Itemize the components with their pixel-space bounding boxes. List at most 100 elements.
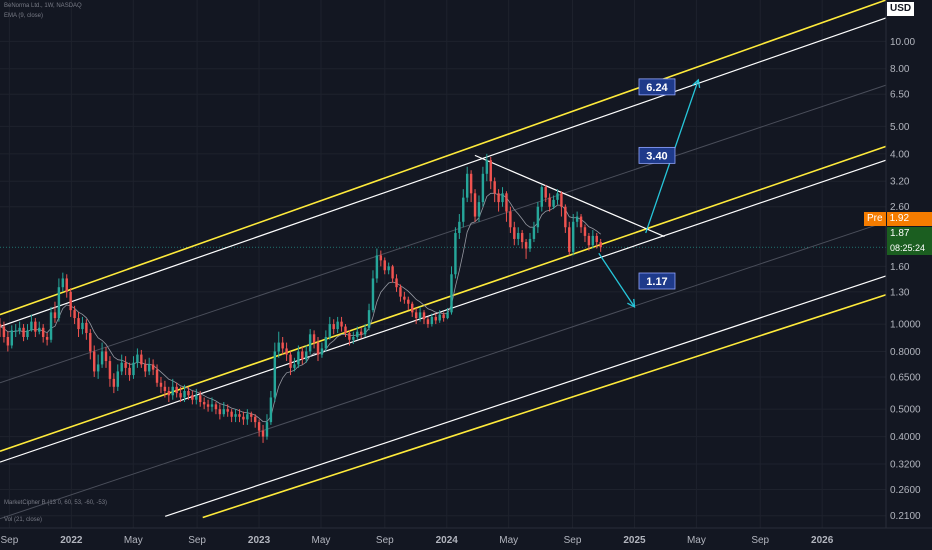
candle-body <box>587 235 591 246</box>
candle-body <box>418 312 422 319</box>
candle-body <box>520 232 524 243</box>
price-tick-label: 0.6500 <box>890 372 921 383</box>
candle-body <box>93 351 96 372</box>
candle-body <box>167 390 171 396</box>
candle-body <box>575 216 579 222</box>
candle-body <box>524 242 528 249</box>
price-tick-label: 0.5000 <box>890 405 921 416</box>
candle-body <box>41 327 45 338</box>
candle-body <box>69 291 72 311</box>
candle-body <box>301 351 304 360</box>
annotations[interactable]: 6.24 3.40 1.17 <box>638 78 676 290</box>
pre-market-badge: Pre 1.92 <box>864 212 932 226</box>
currency-label[interactable]: USD <box>887 2 915 16</box>
indicator-market-cipher-label[interactable]: MarketCipher B (13 0, 60, 53, -60, -53) <box>4 500 108 506</box>
candle-body <box>552 199 555 207</box>
candle-body <box>324 337 328 349</box>
candle-body <box>473 193 477 217</box>
candle-body <box>96 364 100 372</box>
ema-line <box>0 192 601 423</box>
indicator-vol-label[interactable]: Vol (21, close) <box>4 517 43 523</box>
price-axis[interactable]: 10.00 8.00 6.50 5.00 4.00 3.20 2.60 1.60 1.30 1.0… <box>885 0 932 550</box>
projection-arrowhead <box>691 78 701 88</box>
price-tick-label: 2.60 <box>890 202 910 213</box>
pre-value: 1.92 <box>885 212 932 226</box>
time-tick-label: 2025 <box>623 535 646 546</box>
candle-body <box>391 266 394 279</box>
candle-body <box>261 430 265 437</box>
candle-body <box>403 296 406 300</box>
candle-body <box>0 324 2 327</box>
time-tick-label: 2022 <box>60 535 83 546</box>
candle-body <box>57 287 61 319</box>
channel-lines[interactable] <box>0 0 887 520</box>
price-tick-label: 0.4000 <box>890 432 921 443</box>
candle-body <box>454 232 457 275</box>
candle-body <box>73 310 76 319</box>
projection-arrow-line <box>598 252 636 308</box>
candle-body <box>265 422 269 437</box>
candle-body <box>560 193 563 207</box>
candle-body <box>505 193 508 212</box>
candle-body <box>536 206 540 228</box>
candle-body <box>100 351 104 365</box>
candle-body <box>246 414 249 420</box>
candle-body <box>136 354 139 363</box>
channel-gray-line <box>0 84 887 384</box>
candle-body <box>426 319 430 325</box>
candle-body <box>359 331 363 335</box>
candle-body <box>222 409 225 415</box>
channel-white-line <box>164 275 887 517</box>
candle-body <box>195 395 198 400</box>
candle-body <box>540 187 544 207</box>
candle-body <box>548 197 551 207</box>
candle-body <box>434 316 438 321</box>
price-tick-label: 1.30 <box>890 287 910 298</box>
candle-body <box>45 337 49 340</box>
price-tick-label: 10.00 <box>890 37 915 48</box>
candle-body <box>375 255 379 279</box>
candle-body <box>214 404 218 410</box>
candle-body <box>65 278 68 292</box>
time-axis[interactable]: Sep 2022 May Sep 2023 May Sep 2024 May Sep 2025 May… <box>0 527 932 550</box>
time-tick-label: May <box>124 535 143 546</box>
candle-body <box>579 216 583 228</box>
candle-body <box>363 327 367 335</box>
candle-body <box>85 322 88 333</box>
downtrend-line <box>474 154 665 238</box>
candle-body <box>407 299 410 304</box>
channel-white-line <box>0 17 887 328</box>
candle-body <box>599 242 602 248</box>
price-tick-label: 0.2100 <box>890 511 921 522</box>
channel-gray-line <box>0 221 887 520</box>
indicator-ema-label[interactable]: EMA (9, close) <box>4 13 44 19</box>
candle-body <box>308 334 312 352</box>
candle-body <box>30 321 33 331</box>
candle-body <box>481 173 485 203</box>
candle-body <box>556 193 559 200</box>
candle-body <box>163 386 167 391</box>
candle-body <box>206 404 210 407</box>
candle-body <box>81 322 84 330</box>
candle-body <box>281 342 284 349</box>
candles[interactable] <box>0 153 602 443</box>
candle-body <box>446 312 449 319</box>
grid <box>0 0 886 528</box>
candle-body <box>226 409 229 412</box>
price-tick-label: 3.20 <box>890 177 910 188</box>
candle-body <box>242 416 245 420</box>
candle-body <box>18 327 21 331</box>
channel-yellow-line <box>0 0 887 316</box>
candle-body <box>183 390 186 398</box>
price-tick-label: 8.00 <box>890 64 910 75</box>
candle-body <box>422 312 426 320</box>
candle-body <box>199 395 202 403</box>
candle-body <box>399 287 402 297</box>
countdown: 08:25:24 <box>890 243 926 253</box>
candle-body <box>564 206 567 228</box>
candle-body <box>411 303 414 313</box>
candle-body <box>328 324 332 338</box>
candle-body <box>253 416 257 423</box>
last-price-badge: 1.87 08:25:24 <box>887 227 932 255</box>
